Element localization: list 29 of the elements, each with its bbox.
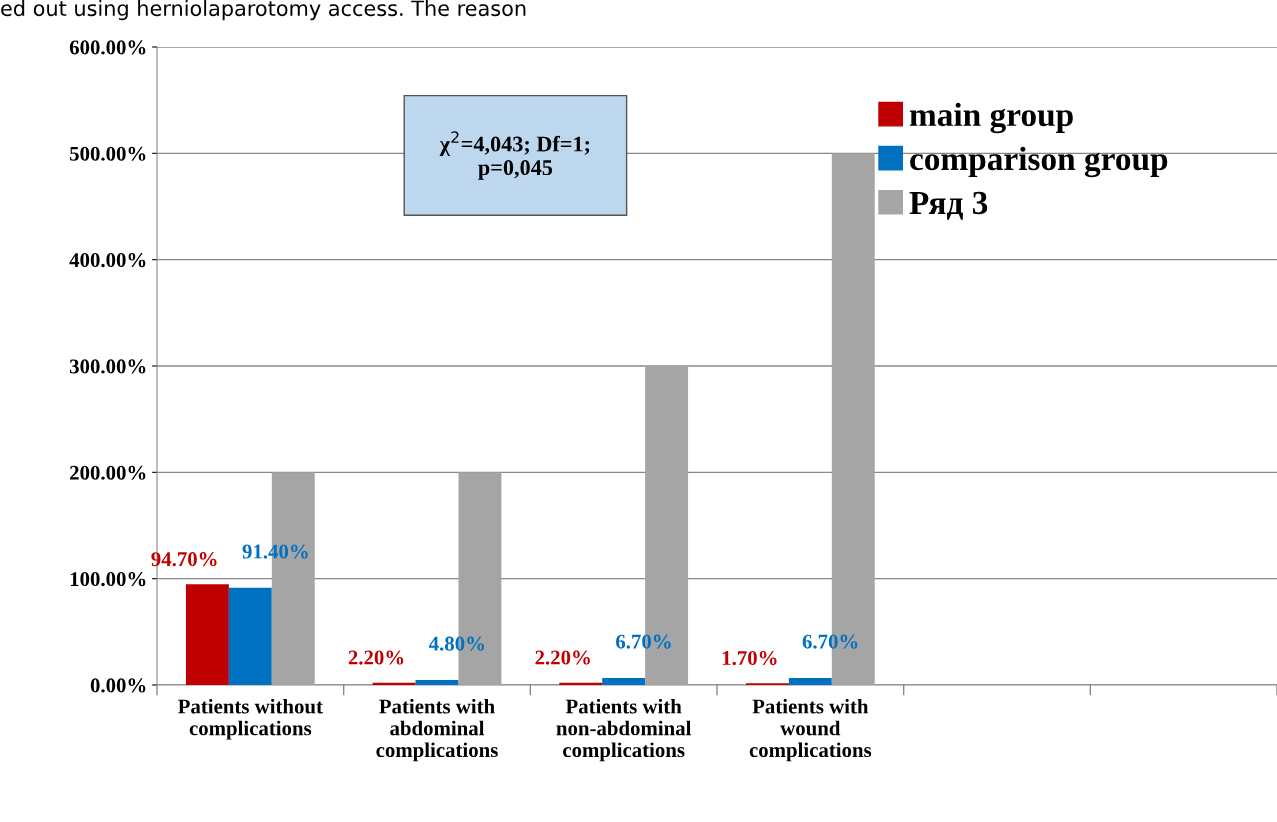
legend-label: main group (909, 102, 1073, 134)
x-tick-label: Patients without complications (178, 698, 323, 740)
y-tick-label: 400.00% (69, 253, 146, 268)
x-tick-label: Patients with non-abdominal complications (556, 698, 692, 762)
data-label: 91.40% (242, 544, 308, 559)
data-label: 4.80% (428, 636, 485, 651)
bar (185, 584, 229, 685)
x-tick-label: Patients with wound complications (749, 698, 872, 762)
data-label: 2.20% (348, 650, 404, 665)
legend-label: Ряд 3 (909, 191, 988, 220)
y-tick-label: 200.00% (70, 465, 146, 480)
data-label: 94.70% (151, 552, 217, 567)
y-tick-label: 300.00% (69, 359, 146, 374)
x-tick-label: Patients with abdominal complications (376, 698, 498, 762)
y-tick-label: 600.00% (69, 40, 146, 55)
y-tick-label: 0.00% (90, 678, 146, 693)
data-label: 1.70% (722, 651, 777, 666)
bar (228, 587, 272, 685)
bar (788, 677, 832, 685)
bar (415, 679, 459, 685)
data-label: 6.70% (616, 634, 671, 649)
annotation: χ$^{2}$=4,043; Df=1; p=0,045 (439, 131, 590, 180)
y-tick-label: 500.00% (69, 146, 146, 161)
bar (602, 677, 646, 685)
y-tick-label: 100.00% (70, 572, 146, 587)
text: ed out using herniolaparotomy access. The reason (1, 0, 526, 21)
data-label: 6.70% (802, 634, 858, 649)
legend-label: comparison group (910, 146, 1168, 178)
data-label: 2.20% (535, 650, 590, 665)
